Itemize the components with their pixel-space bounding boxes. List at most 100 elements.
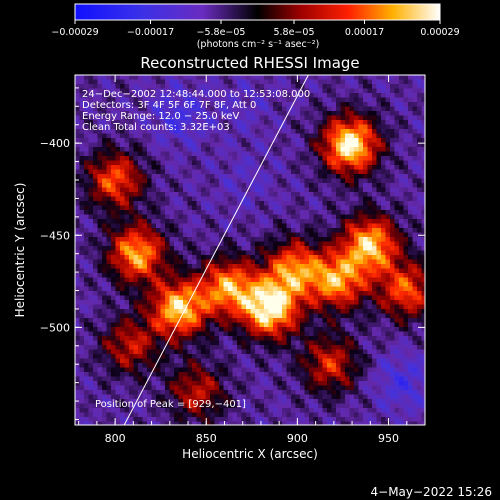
heatmap-cell (412, 232, 418, 238)
heatmap-cell (295, 174, 301, 179)
heatmap-cell (93, 304, 98, 310)
heatmap-cell (354, 124, 359, 130)
heatmap-cell (223, 322, 229, 328)
heatmap-cell (268, 309, 274, 314)
heatmap-cell (178, 115, 184, 121)
heatmap-cell (228, 210, 233, 215)
heatmap-cell (241, 259, 247, 265)
heatmap-cell (286, 183, 292, 188)
heatmap-cell (331, 214, 337, 220)
heatmap-cell (408, 201, 413, 206)
heatmap-cell (246, 183, 251, 188)
heatmap-cell (349, 318, 355, 323)
heatmap-cell (79, 201, 85, 206)
heatmap-cell (147, 142, 152, 148)
heatmap-cell (363, 124, 368, 130)
heatmap-cell (93, 205, 98, 211)
heatmap-cell (309, 183, 314, 188)
heatmap-cell (408, 336, 413, 341)
heatmap-cell (282, 228, 287, 233)
heatmap-cell (273, 322, 278, 328)
heatmap-cell (124, 120, 130, 125)
heatmap-cell (93, 192, 98, 197)
heatmap-cell (277, 75, 283, 80)
heatmap-cell (408, 268, 413, 274)
heatmap-cell (192, 178, 197, 184)
heatmap-cell (183, 255, 188, 260)
heatmap-cell (313, 313, 319, 319)
heatmap-cell (93, 93, 98, 98)
heatmap-cell (300, 205, 305, 211)
heatmap-cell (367, 129, 373, 134)
heatmap-cell (408, 318, 413, 323)
heatmap-cell (205, 255, 211, 260)
heatmap-cell (75, 255, 80, 260)
heatmap-cell (201, 286, 206, 292)
heatmap-cell (205, 327, 211, 332)
heatmap-cell (214, 340, 220, 346)
heatmap-cell (228, 169, 233, 175)
heatmap-cell (345, 129, 350, 134)
heatmap-cell (246, 255, 251, 260)
heatmap-cell (111, 313, 116, 319)
heatmap-cell (232, 318, 238, 323)
heatmap-cell (408, 237, 413, 242)
heatmap-cell (111, 264, 116, 269)
heatmap-cell (183, 318, 188, 323)
heatmap-cell (111, 214, 116, 220)
heatmap-cell (133, 228, 139, 233)
heatmap-cell (421, 304, 425, 310)
heatmap-cell (372, 210, 377, 215)
heatmap-cell (79, 273, 85, 278)
heatmap-cell (313, 115, 319, 121)
heatmap-cell (214, 223, 220, 229)
heatmap-cell (408, 115, 413, 121)
heatmap-cell (259, 169, 265, 175)
heatmap-cell (219, 219, 224, 224)
heatmap-cell (174, 354, 179, 359)
heatmap-cell (165, 138, 170, 143)
heatmap-cell (151, 160, 157, 166)
heatmap-cell (102, 156, 107, 161)
heatmap-cell (277, 160, 283, 166)
heatmap-cell (277, 178, 283, 184)
heatmap-cell (129, 205, 134, 211)
heatmap-cell (358, 84, 364, 89)
heatmap-cell (142, 295, 148, 301)
heatmap-cell (120, 291, 125, 296)
heatmap-cell (417, 322, 422, 328)
heatmap-cell (381, 88, 386, 94)
heatmap-cell (354, 259, 359, 265)
heatmap-cell (79, 133, 85, 139)
heatmap-cell (399, 318, 404, 323)
heatmap-cell (169, 84, 175, 89)
heatmap-cell (115, 264, 121, 269)
heatmap-cell (421, 183, 425, 188)
heatmap-cell (250, 201, 256, 206)
heatmap-cell (304, 313, 310, 319)
heatmap-cell (241, 151, 247, 157)
heatmap-cell (417, 133, 422, 139)
heatmap-cell (196, 219, 202, 224)
heatmap-cell (390, 187, 395, 193)
heatmap-cell (219, 228, 224, 233)
heatmap-cell (84, 178, 89, 184)
heatmap-cell (124, 79, 130, 85)
heatmap-cell (214, 115, 220, 121)
heatmap-cell (160, 169, 166, 175)
heatmap-cell (192, 309, 197, 314)
heatmap-cell (97, 304, 103, 310)
heatmap-cell (412, 178, 418, 184)
heatmap-cell (358, 237, 364, 242)
heatmap-cell (165, 79, 170, 85)
heatmap-cell (327, 120, 332, 125)
heatmap-cell (124, 300, 130, 305)
heatmap-cell (201, 174, 206, 179)
heatmap-cell (151, 309, 157, 314)
heatmap-cell (421, 336, 425, 341)
heatmap-cell (345, 160, 350, 166)
heatmap-cell (300, 232, 305, 238)
heatmap-cell (327, 102, 332, 107)
heatmap-cell (183, 309, 188, 314)
heatmap-cell (147, 205, 152, 211)
